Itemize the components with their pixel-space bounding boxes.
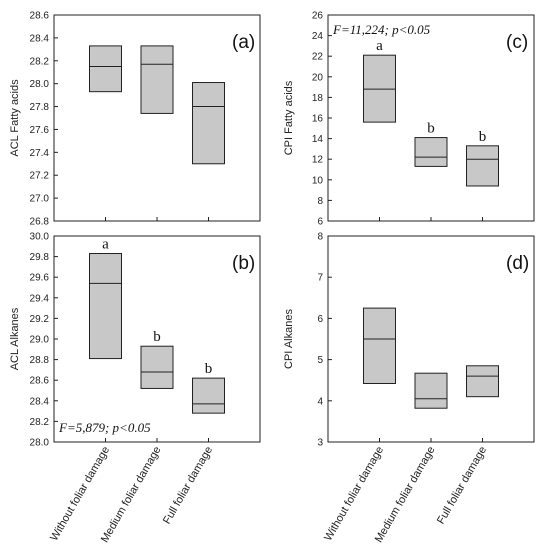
panel-tag: (b) [232, 253, 255, 274]
y-tick-label: 27.8 [30, 102, 50, 113]
box-3 [466, 365, 499, 398]
y-tick-label: 18 [312, 93, 324, 104]
y-tick-label: 29.2 [30, 314, 50, 325]
box-2 [414, 137, 448, 167]
y-tick-label: 28.4 [30, 33, 50, 44]
significance-letter: a [376, 38, 383, 54]
x-category-label: Full foliar damage [435, 445, 489, 527]
x-category-label: Full foliar damage [161, 445, 215, 527]
x-category-label: Without foliar damage [322, 445, 386, 544]
y-tick-label: 8 [317, 196, 323, 207]
y-tick-label: 28.0 [30, 79, 50, 90]
y-tick-label: 12 [312, 155, 324, 166]
y-tick-label: 10 [312, 175, 324, 186]
y-tick-label: 28.4 [30, 396, 50, 407]
y-tick-label: 20 [312, 72, 324, 83]
y-axis-title: ACL Fatty acids [9, 79, 21, 157]
y-tick-label: 24 [312, 31, 324, 42]
significance-letter: b [479, 129, 487, 145]
stat-annotation: F=5,879; p<0.05 [58, 420, 151, 435]
y-tick-label: 3 [317, 438, 323, 449]
y-axis-title: CPI Alkanes [283, 309, 295, 369]
y-tick-label: 27.2 [30, 171, 50, 182]
y-tick-label: 5 [317, 355, 323, 366]
y-tick-label: 14 [312, 134, 324, 145]
y-tick-label: 8 [317, 232, 323, 243]
y-tick-label: 6 [317, 314, 323, 325]
box-1 [363, 54, 396, 123]
y-tick-label: 28.6 [30, 11, 50, 22]
y-tick-label: 28.2 [30, 417, 50, 428]
box-1 [89, 45, 122, 93]
panel-tag: (d) [506, 253, 529, 274]
y-tick-label: 26.8 [30, 217, 50, 228]
plot-frame [327, 235, 535, 443]
y-tick-label: 4 [317, 396, 323, 407]
y-tick-label: 7 [317, 273, 323, 284]
y-tick-label: 29.6 [30, 273, 50, 284]
panel-a: 26.8 27.0 27.2 27.4 27.6 27.8 28.0 28.2 28.4 28.6… [9, 11, 261, 228]
x-category-label: Medium foliar damage [373, 445, 438, 545]
panel-tag: (a) [232, 32, 255, 53]
panel-c: 6 8 10 12 14 16 18 20 22 24 26 CPI Fatty acids (c) a b… [283, 11, 535, 228]
panel-d: 3 4 5 6 7 8 CPI Alkanes (d) [283, 232, 535, 449]
box-1 [89, 253, 122, 360]
significance-letter: a [102, 237, 109, 253]
significance-letter: b [427, 121, 435, 137]
y-tick-label: 22 [312, 52, 324, 63]
y-tick-label: 27.6 [30, 125, 50, 136]
y-tick-label: 30.0 [30, 232, 50, 243]
y-tick-label: 29.8 [30, 252, 50, 263]
y-tick-label: 27.0 [30, 194, 50, 205]
y-tick-label: 6 [317, 217, 323, 228]
y-tick-label: 27.4 [30, 148, 50, 159]
stat-annotation: F=11,224; p<0.05 [332, 22, 431, 37]
x-category-label: Medium foliar damage [99, 445, 164, 545]
y-tick-label: 28.2 [30, 56, 50, 67]
significance-letter: b [205, 361, 213, 377]
x-category-label: Without foliar damage [48, 445, 112, 544]
box-1 [363, 307, 396, 384]
plot-frame [327, 14, 535, 222]
y-axis-title: CPI Fatty acids [283, 80, 295, 155]
y-tick-label: 26 [312, 11, 324, 22]
y-tick-label: 29.4 [30, 293, 50, 304]
box-2 [140, 345, 174, 389]
box-2 [414, 372, 448, 409]
significance-letter: b [153, 329, 161, 345]
box-3 [192, 377, 225, 414]
panel-tag: (c) [506, 32, 528, 53]
y-tick-label: 28.6 [30, 376, 50, 387]
y-tick-label: 29.0 [30, 335, 50, 346]
y-axis-title: ACL Alkanes [9, 307, 21, 370]
box-2 [140, 45, 174, 114]
y-tick-label: 28.0 [30, 438, 50, 449]
y-tick-label: 28.8 [30, 355, 50, 366]
box-3 [466, 145, 499, 187]
y-tick-label: 16 [312, 114, 324, 125]
box-3 [192, 82, 225, 165]
panel-b: 28.0 28.2 28.4 28.6 28.8 29.0 29.2 29.4 29.6 29.8… [9, 232, 261, 449]
